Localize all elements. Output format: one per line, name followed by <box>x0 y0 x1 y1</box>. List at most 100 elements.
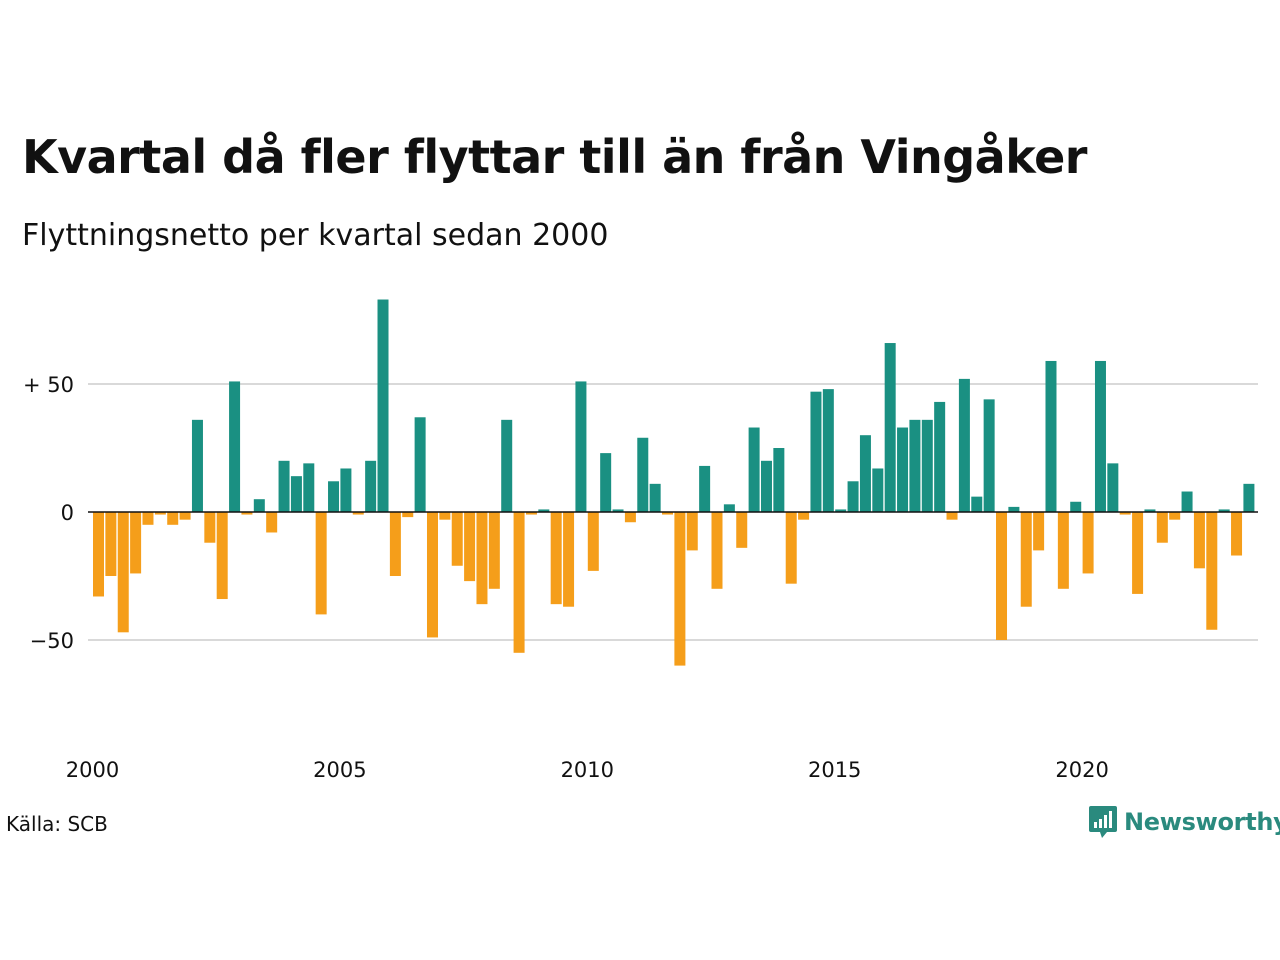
bar <box>1169 512 1181 520</box>
bar <box>204 512 216 543</box>
bar <box>1020 512 1032 607</box>
bar <box>624 512 636 523</box>
x-tick-label: 2020 <box>1055 758 1108 782</box>
bar <box>946 512 958 520</box>
bar <box>414 417 426 512</box>
bar <box>884 343 896 512</box>
bar <box>167 512 179 525</box>
bar <box>1107 463 1119 512</box>
bar <box>253 499 265 512</box>
bar <box>1045 360 1057 512</box>
bar <box>1181 491 1193 512</box>
x-tick-label: 2015 <box>808 758 861 782</box>
brand-name: Newsworthy <box>1124 808 1280 836</box>
bar <box>649 483 661 512</box>
chart-title: Kvartal då fler flyttar till än från Vin… <box>22 130 1087 184</box>
bar <box>1082 512 1094 574</box>
bar <box>278 460 290 512</box>
bar <box>105 512 117 576</box>
x-tick-label: 2005 <box>313 758 366 782</box>
bar <box>934 401 946 512</box>
bar <box>1070 501 1082 512</box>
bar <box>1094 360 1106 512</box>
bar <box>921 419 933 512</box>
bar <box>637 437 649 512</box>
bar <box>1119 512 1131 515</box>
bar <box>1231 512 1243 556</box>
bar <box>785 512 797 584</box>
bar <box>686 512 698 551</box>
bar <box>303 463 315 512</box>
bar <box>1057 512 1069 589</box>
bar <box>674 512 686 666</box>
x-tick-label: 2000 <box>66 758 119 782</box>
bar <box>216 512 228 600</box>
bar <box>736 512 748 548</box>
bar <box>798 512 810 520</box>
bar <box>476 512 488 605</box>
bar <box>451 512 463 566</box>
bar <box>513 512 525 653</box>
bar <box>563 512 575 607</box>
bar <box>117 512 129 633</box>
source-note: Källa: SCB <box>6 812 108 836</box>
bar <box>1132 512 1144 594</box>
bar <box>142 512 154 525</box>
y-tick-label: + 50 <box>23 373 74 397</box>
bar <box>488 512 500 589</box>
bar <box>711 512 723 589</box>
bar <box>154 512 166 515</box>
bar <box>525 512 537 515</box>
bar <box>377 299 389 512</box>
bar <box>365 460 377 512</box>
chart-subtitle: Flyttningsnetto per kvartal sedan 2000 <box>22 218 609 253</box>
bar <box>352 512 364 515</box>
bar <box>859 435 871 512</box>
y-tick-label: 0 <box>61 501 74 525</box>
bar-chart: + 50 0 −50 2000 2005 2010 2015 2020 <box>23 299 1258 782</box>
bar <box>229 381 241 512</box>
bar <box>340 468 352 512</box>
bar <box>389 512 401 576</box>
bar <box>550 512 562 605</box>
y-tick-label: −50 <box>30 629 74 653</box>
bar <box>315 512 327 615</box>
bar <box>958 378 970 512</box>
bar <box>266 512 278 533</box>
bar <box>1243 483 1255 512</box>
newsworthy-logo-icon <box>1089 806 1117 838</box>
bar <box>810 391 822 512</box>
bar <box>996 512 1008 640</box>
bar <box>575 381 587 512</box>
bar <box>600 453 612 512</box>
bar <box>872 468 884 512</box>
bar <box>464 512 476 582</box>
bar <box>587 512 599 571</box>
bar <box>426 512 438 638</box>
bar <box>93 512 104 597</box>
bar <box>971 496 983 512</box>
bar <box>847 481 859 512</box>
bar <box>748 427 760 512</box>
bar <box>1033 512 1045 551</box>
bar <box>290 476 302 512</box>
bar <box>1144 509 1156 512</box>
bar <box>723 504 735 512</box>
bar <box>179 512 191 520</box>
bar <box>699 465 711 512</box>
bar <box>612 509 624 512</box>
bar <box>897 427 909 512</box>
bar <box>1206 512 1218 630</box>
bar <box>1193 512 1205 569</box>
bar <box>835 509 847 512</box>
newsworthy-logo: Newsworthy <box>1088 804 1280 840</box>
bar <box>1008 506 1020 512</box>
bar <box>328 481 340 512</box>
bar <box>191 419 203 512</box>
axis-layer: + 50 0 −50 2000 2005 2010 2015 2020 <box>23 373 1258 782</box>
bar <box>538 509 550 512</box>
bar <box>501 419 513 512</box>
bar <box>822 389 834 512</box>
bar <box>130 512 142 574</box>
bar <box>773 448 785 512</box>
